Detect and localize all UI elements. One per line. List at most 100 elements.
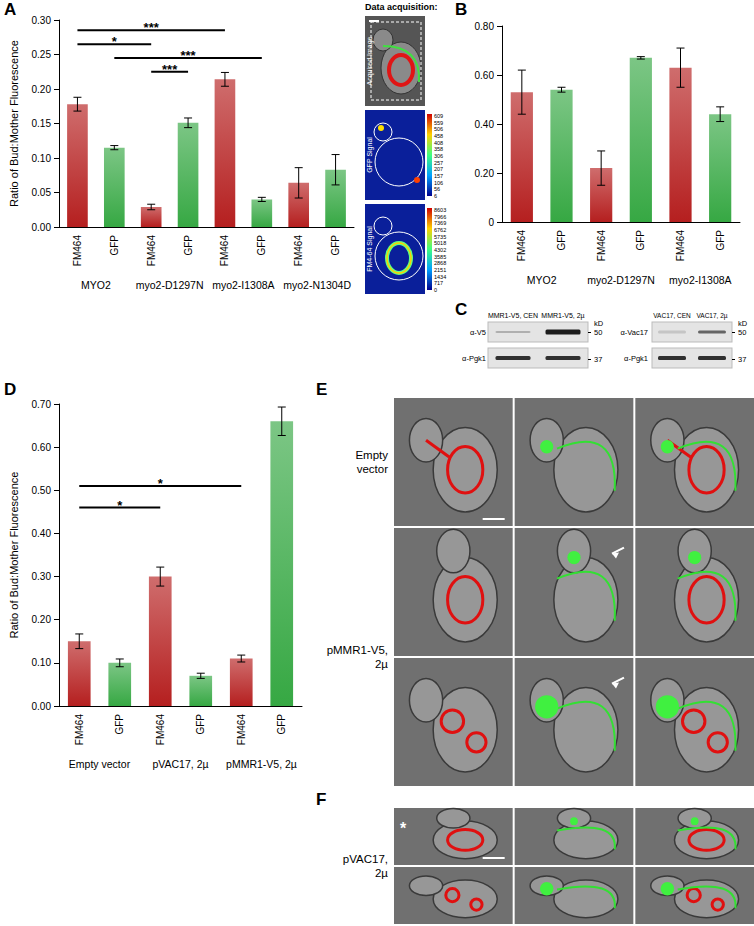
svg-text:myo2-D1297N: myo2-D1297N [587,274,655,286]
svg-text:kD: kD [738,319,748,328]
svg-text:0.30: 0.30 [32,15,52,26]
svg-text:GFP: GFP [635,230,646,251]
svg-text:MYO2: MYO2 [81,279,111,291]
svg-text:506: 506 [434,126,443,132]
svg-text:FM464: FM464 [596,230,607,262]
svg-text:***: *** [180,48,196,63]
svg-text:0: 0 [488,217,494,228]
svg-text:408: 408 [434,140,443,146]
svg-text:0.20: 0.20 [32,614,52,625]
svg-text:α-Vac17: α-Vac17 [620,328,648,337]
svg-text:3585: 3585 [434,254,446,260]
svg-text:559: 559 [434,120,443,126]
svg-text:pMMR1-V5,: pMMR1-V5, [327,644,388,656]
svg-text:α-Pgk1: α-Pgk1 [462,354,486,363]
svg-text:FM464: FM464 [72,235,83,267]
svg-text:0.70: 0.70 [32,399,52,410]
svg-text:FM464: FM464 [146,235,157,267]
svg-text:FM4-64 Signal: FM4-64 Signal [366,226,374,272]
svg-text:6762: 6762 [434,227,446,233]
svg-text:257: 257 [434,160,443,166]
svg-text:myo2-N1304D: myo2-N1304D [283,279,351,291]
svg-text:0.00: 0.00 [32,701,52,712]
svg-text:FM464: FM464 [675,230,686,262]
svg-text:FM464: FM464 [516,230,527,262]
svg-text:0.25: 0.25 [32,49,52,60]
svg-text:2µ: 2µ [375,658,388,670]
svg-text:0.20: 0.20 [475,168,495,179]
svg-text:pVAC17, 2µ: pVAC17, 2µ [152,758,208,770]
svg-text:FM464: FM464 [74,714,85,746]
svg-text:FM464: FM464 [155,714,166,746]
svg-text:GFP: GFP [715,230,726,251]
svg-text:*: * [400,820,407,837]
svg-text:Empty vector: Empty vector [69,758,131,770]
svg-text:0.40: 0.40 [475,119,495,130]
svg-text:2µ: 2µ [375,867,388,879]
svg-text:0.00: 0.00 [32,222,52,233]
svg-text:VAC17, 2µ: VAC17, 2µ [696,312,727,320]
svg-text:GFP: GFP [183,235,194,256]
svg-text:2151: 2151 [434,267,446,273]
svg-text:5735: 5735 [434,234,446,240]
svg-text:***: *** [144,20,160,35]
svg-text:GFP: GFP [114,714,125,735]
svg-text:FM464: FM464 [293,235,304,267]
svg-text:5018: 5018 [434,240,446,246]
svg-text:157: 157 [434,173,443,179]
svg-text:1434: 1434 [434,274,446,280]
svg-text:FM464: FM464 [236,714,247,746]
svg-text:Ratio of Bud:Mother Fluorescen: Ratio of Bud:Mother Fluorescence [8,40,20,207]
svg-text:Acquired Image: Acquired Image [366,36,374,85]
svg-text:0.80: 0.80 [475,21,495,32]
svg-text:0.30: 0.30 [32,571,52,582]
svg-text:37: 37 [738,355,746,364]
svg-text:Empty: Empty [355,449,388,461]
svg-text:7966: 7966 [434,214,446,220]
svg-text:4302: 4302 [434,247,446,253]
svg-text:FM464: FM464 [219,235,230,267]
svg-text:α-Pgk1: α-Pgk1 [624,354,648,363]
svg-text:pVAC17,: pVAC17, [343,853,388,865]
svg-text:207: 207 [434,166,443,172]
svg-text:GFP Signal: GFP Signal [366,137,374,173]
svg-text:0.60: 0.60 [475,70,495,81]
svg-text:0.15: 0.15 [32,118,52,129]
svg-text:56: 56 [434,186,440,192]
svg-text:Data acquisition:: Data acquisition: [365,2,438,12]
svg-text:0.50: 0.50 [32,485,52,496]
svg-text:GFP: GFP [276,714,287,735]
svg-text:8603: 8603 [434,207,446,213]
svg-text:37: 37 [594,355,602,364]
svg-text:GFP: GFP [109,235,120,256]
svg-text:MMR1-V5, CEN: MMR1-V5, CEN [488,312,538,319]
svg-text:*: * [117,498,123,513]
svg-text:0.10: 0.10 [32,657,52,668]
svg-text:*: * [112,34,118,49]
svg-text:GFP: GFP [556,230,567,251]
svg-text:0.10: 0.10 [32,153,52,164]
svg-text:0: 0 [434,287,437,293]
svg-text:0.60: 0.60 [32,442,52,453]
svg-text:pMMR1-V5, 2µ: pMMR1-V5, 2µ [226,758,297,770]
svg-text:myo2-I1308A: myo2-I1308A [669,274,731,286]
svg-text:MMR1-V5, 2µ: MMR1-V5, 2µ [541,312,584,320]
svg-text:kD: kD [594,319,604,328]
svg-text:GFP: GFP [256,235,267,256]
svg-text:VAC17, CEN: VAC17, CEN [653,312,691,319]
svg-text:2868: 2868 [434,260,446,266]
svg-text:GFP: GFP [330,235,341,256]
svg-text:50: 50 [738,328,746,337]
svg-text:myo2-D1297N: myo2-D1297N [136,279,204,291]
svg-text:0.40: 0.40 [32,528,52,539]
svg-text:Ratio of Bud:Mother Fluorescen: Ratio of Bud:Mother Fluorescence [8,472,20,639]
svg-text:MYO2: MYO2 [527,274,557,286]
svg-text:7369: 7369 [434,220,446,226]
svg-text:306: 306 [434,153,443,159]
svg-text:0.05: 0.05 [32,187,52,198]
svg-text:α-V5: α-V5 [470,328,486,337]
svg-text:717: 717 [434,280,443,286]
svg-text:6: 6 [434,193,437,199]
svg-text:609: 609 [434,113,443,119]
svg-text:GFP: GFP [195,714,206,735]
